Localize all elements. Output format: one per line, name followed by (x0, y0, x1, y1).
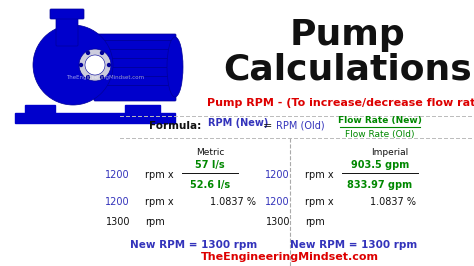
FancyBboxPatch shape (94, 34, 176, 101)
Text: rpm: rpm (145, 217, 165, 227)
FancyBboxPatch shape (50, 9, 84, 19)
Text: 833.97 gpm: 833.97 gpm (347, 180, 412, 190)
Circle shape (100, 51, 103, 54)
Text: Flow Rate (New): Flow Rate (New) (338, 115, 422, 124)
Text: 1300: 1300 (106, 217, 130, 227)
Text: 1200: 1200 (105, 170, 130, 180)
Circle shape (100, 76, 103, 79)
Text: Formula:: Formula: (149, 121, 201, 131)
Text: Pump: Pump (290, 18, 406, 52)
Text: rpm x: rpm x (145, 197, 173, 207)
Text: Imperial: Imperial (371, 148, 409, 157)
Text: rpm x: rpm x (145, 170, 173, 180)
Ellipse shape (85, 55, 105, 75)
Text: =: = (264, 121, 273, 131)
Polygon shape (125, 105, 160, 113)
FancyBboxPatch shape (56, 14, 78, 46)
Text: rpm x: rpm x (305, 197, 334, 207)
Polygon shape (25, 105, 55, 113)
Text: 1.0837 %: 1.0837 % (210, 197, 256, 207)
Ellipse shape (79, 49, 111, 81)
Circle shape (108, 64, 110, 66)
Text: Flow Rate (Old): Flow Rate (Old) (345, 131, 415, 139)
Text: New RPM = 1300 rpm: New RPM = 1300 rpm (290, 240, 417, 250)
Text: TheEngineeringMindset.com: TheEngineeringMindset.com (66, 76, 144, 81)
Text: 52.6 l/s: 52.6 l/s (190, 180, 230, 190)
Ellipse shape (33, 25, 113, 105)
Text: 1200: 1200 (265, 197, 290, 207)
Text: RPM (Old): RPM (Old) (276, 121, 324, 131)
Text: Calculations: Calculations (224, 52, 473, 86)
Ellipse shape (167, 37, 183, 97)
Text: 1200: 1200 (265, 170, 290, 180)
Text: 1300: 1300 (265, 217, 290, 227)
Polygon shape (15, 113, 175, 123)
Text: TheEngineeringMindset.com: TheEngineeringMindset.com (201, 252, 379, 262)
Text: Pump RPM - (To increase/decrease flow rate): Pump RPM - (To increase/decrease flow ra… (208, 98, 474, 108)
Text: 57 l/s: 57 l/s (195, 160, 225, 170)
Circle shape (86, 51, 90, 54)
Text: 1.0837 %: 1.0837 % (370, 197, 416, 207)
Circle shape (80, 64, 82, 66)
Text: rpm x: rpm x (305, 170, 334, 180)
Text: 1200: 1200 (105, 197, 130, 207)
Text: Metric: Metric (196, 148, 224, 157)
Text: New RPM = 1300 rpm: New RPM = 1300 rpm (130, 240, 257, 250)
Text: RPM (New): RPM (New) (208, 118, 268, 128)
Circle shape (86, 76, 90, 79)
Text: 903.5 gpm: 903.5 gpm (351, 160, 409, 170)
Text: rpm: rpm (305, 217, 325, 227)
